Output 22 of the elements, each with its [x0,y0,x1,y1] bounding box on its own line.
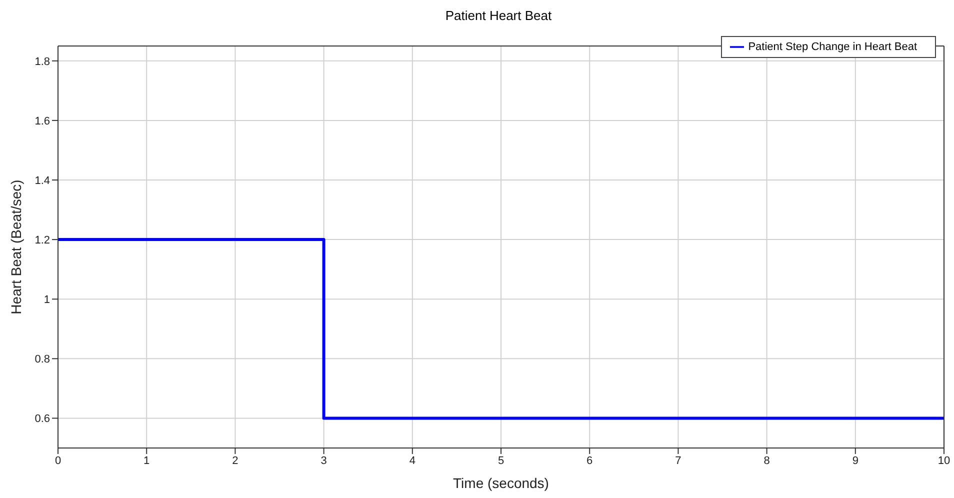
x-tick-label: 0 [54,454,62,467]
x-tick-label: 6 [586,454,593,467]
y-tick-label: 1.8 [34,56,50,68]
y-tick-label: 1.6 [34,115,50,128]
x-tick-label: 10 [938,454,950,467]
x-tick-label: 4 [409,454,416,467]
x-tick-label: 2 [232,454,238,467]
y-tick-label: 0.8 [34,354,50,366]
x-tick-label: 1 [144,454,150,467]
y-tick-label: 1.4 [34,174,50,187]
x-axis-title: Time (seconds) [453,475,549,491]
x-tick-label: 5 [498,454,504,467]
y-tick-label: 0.6 [34,413,50,426]
x-tick-label: 3 [320,454,327,467]
x-tick-label: 7 [675,454,682,467]
legend-label: Patient Step Change in Heart Beat [748,40,917,53]
chart-title: Patient Heart Beat [444,8,553,23]
y-tick-label: 1.2 [34,234,50,246]
x-tick-label: 9 [852,454,858,467]
y-axis-title: Heart Beat (Beat/sec) [8,180,24,314]
y-tick-label: 1 [44,294,50,306]
x-tick-label: 8 [764,454,770,467]
